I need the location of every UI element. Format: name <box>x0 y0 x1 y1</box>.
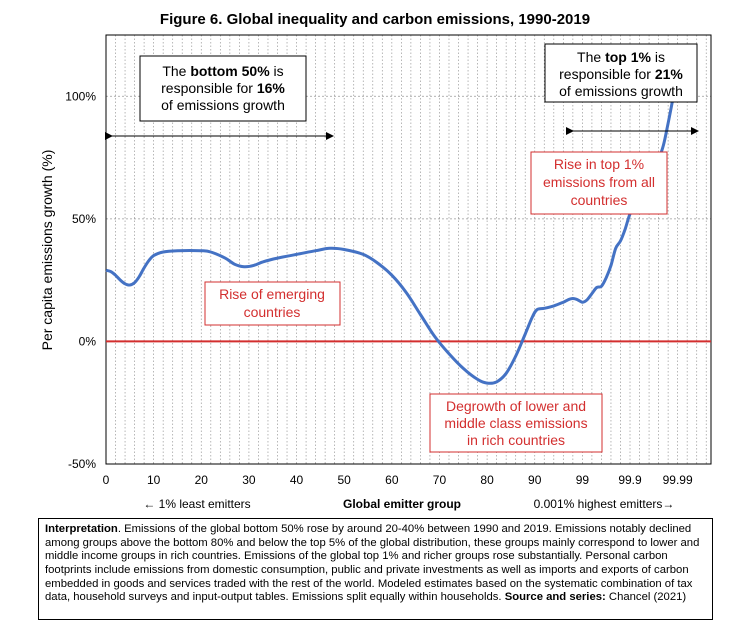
y-tick-label: -50% <box>68 457 96 471</box>
x-caption-right: 0.001% highest emitters→ <box>534 497 675 511</box>
svg-text:middle class emissions: middle class emissions <box>444 415 587 431</box>
x-tick-label: 70 <box>433 473 447 487</box>
x-tick-label: 80 <box>480 473 494 487</box>
top1-annotation: The top 1% is responsible for 21% of emi… <box>544 43 698 103</box>
x-axis-label: Global emitter group <box>343 497 461 511</box>
svg-text:Degrowth of lower and: Degrowth of lower and <box>446 398 586 414</box>
x-caption-left: ← 1% least emitters <box>143 497 250 511</box>
interpretation-note: Interpretation. Emissions of the global … <box>38 518 713 620</box>
chart: Figure 6. Global inequality and carbon e… <box>39 11 712 511</box>
x-tick-label: 60 <box>385 473 399 487</box>
series-line <box>105 78 679 385</box>
x-tick-label: 0 <box>103 473 110 487</box>
svg-text:Rise of emerging: Rise of emerging <box>219 286 325 302</box>
x-axis: 0 10 20 30 40 50 60 70 80 90 99 99.9 99.99 <box>103 473 693 487</box>
x-tick-label: 99.9 <box>618 473 642 487</box>
x-tick-label: 50 <box>338 473 352 487</box>
bottom50-annotation: The bottom 50% is responsible for 16% of… <box>139 55 307 122</box>
x-tick-label: 99 <box>576 473 590 487</box>
source-text: Chancel (2021) <box>605 591 687 604</box>
interpretation-label: Interpretation <box>45 523 118 535</box>
x-tick-label: 20 <box>195 473 209 487</box>
rise-top1-note: Rise in top 1% emissions from all countr… <box>530 151 668 215</box>
chart-title: Figure 6. Global inequality and carbon e… <box>160 11 590 28</box>
x-tick-label: 40 <box>290 473 304 487</box>
svg-text:in rich countries: in rich countries <box>467 432 565 448</box>
svg-text:Rise in top 1%: Rise in top 1% <box>554 156 644 172</box>
y-tick-label: 100% <box>65 89 96 103</box>
x-tick-label: 10 <box>147 473 161 487</box>
emerging-note: Rise of emerging countries <box>204 281 341 326</box>
x-tick-label: 90 <box>528 473 542 487</box>
svg-text:responsible for 16%: responsible for 16% <box>161 80 285 96</box>
svg-text:The top 1% is: The top 1% is <box>577 49 665 65</box>
degrowth-note: Degrowth of lower and middle class emiss… <box>429 393 603 453</box>
y-tick-label: 50% <box>72 212 96 226</box>
svg-text:responsible for 21%: responsible for 21% <box>559 66 683 82</box>
svg-text:of emissions growth: of emissions growth <box>559 83 683 99</box>
svg-text:countries: countries <box>571 192 628 208</box>
svg-text:The bottom 50% is: The bottom 50% is <box>162 63 283 79</box>
plot-frame <box>105 34 712 465</box>
svg-text:of emissions growth: of emissions growth <box>161 97 285 113</box>
svg-text:emissions from all: emissions from all <box>543 174 655 190</box>
y-axis: 100% 50% 0% -50% <box>65 89 96 471</box>
x-tick-label: 99.99 <box>663 473 693 487</box>
svg-text:countries: countries <box>244 304 301 320</box>
x-tick-label: 30 <box>242 473 256 487</box>
interpretation-text: . Emissions of the global bottom 50% ros… <box>45 523 700 604</box>
source-label: Source and series: <box>504 591 606 604</box>
y-axis-label: Per capita emissions growth (%) <box>39 150 55 351</box>
y-tick-label: 0% <box>79 334 97 348</box>
